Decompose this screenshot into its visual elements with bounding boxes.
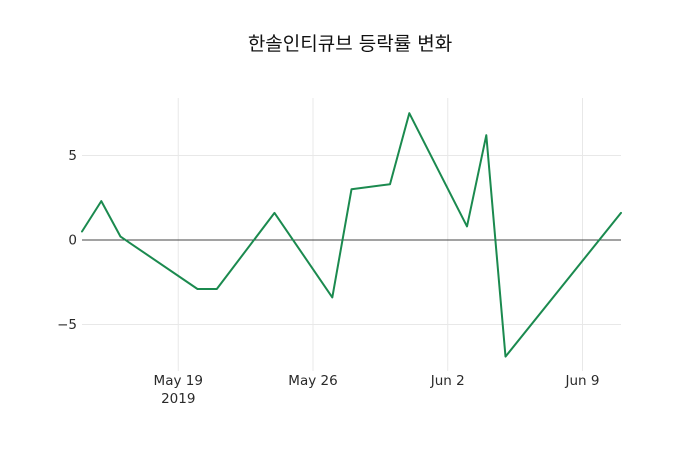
- x-tick-label: Jun 9: [565, 373, 600, 389]
- x-tick-label: May 26: [288, 373, 337, 389]
- series-layer: [81, 112, 622, 358]
- gridlines-layer: [82, 98, 621, 371]
- tick-labels-layer: May 19 2019 May 26 Jun 2 Jun 9 5 0 −5: [57, 148, 599, 407]
- x-tick-label: Jun 2: [430, 373, 465, 389]
- x-tick-label: May 19: [154, 373, 203, 389]
- x-tick-year-label: 2019: [161, 391, 195, 407]
- chart-title: 한솔인티큐브 등락률 변화: [248, 33, 452, 55]
- y-tick-label: −5: [57, 317, 77, 333]
- series-line: [81, 112, 622, 358]
- y-tick-label: 5: [68, 148, 77, 164]
- y-tick-label: 0: [68, 232, 77, 248]
